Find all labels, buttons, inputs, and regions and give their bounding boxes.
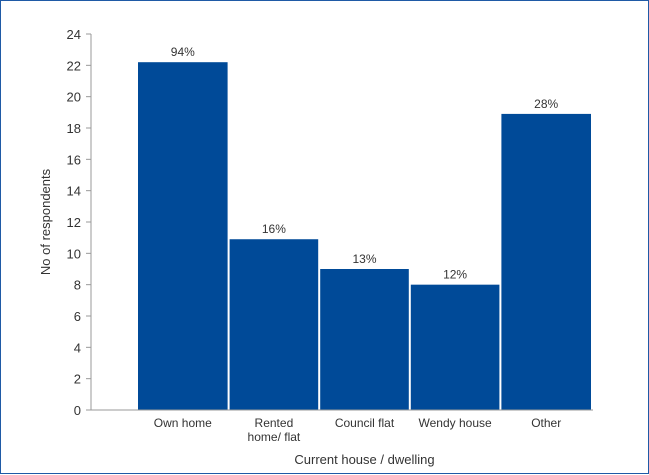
x-tick-label: Other — [531, 416, 561, 430]
x-tick-label-line: home/ flat — [248, 430, 301, 444]
x-tick-label: Wendy house — [419, 416, 492, 430]
y-tick-label: 8 — [74, 278, 81, 293]
bar-data-label: 16% — [262, 222, 286, 236]
y-tick-label: 12 — [67, 215, 81, 230]
y-tick-label: 10 — [67, 246, 81, 261]
x-axis: Own home Rented home/ flat Council flat Wend… — [91, 409, 593, 444]
y-tick-label: 20 — [67, 90, 81, 105]
y-tick-label: 14 — [67, 184, 81, 199]
y-tick-label: 18 — [67, 121, 81, 136]
y-tick-label: 22 — [67, 58, 81, 73]
bar — [320, 269, 409, 410]
y-tick-label: 6 — [74, 309, 81, 324]
bar-data-label: 12% — [443, 268, 467, 282]
y-axis-title: No of respondents — [38, 168, 53, 275]
x-tick-label-line: Council flat — [335, 416, 395, 430]
x-tick-label-line: Rented — [255, 416, 294, 430]
y-tick-label: 4 — [74, 340, 81, 355]
x-tick-label: Rented home/ flat — [248, 416, 301, 444]
bar-data-label: 13% — [352, 252, 376, 266]
bar — [501, 113, 591, 411]
y-tick-label: 0 — [74, 403, 81, 418]
y-tick-label: 24 — [67, 27, 81, 42]
x-tick-label-line: Other — [531, 416, 561, 430]
x-tick-label: Council flat — [335, 416, 395, 430]
x-tick-label-line: Wendy house — [419, 416, 492, 430]
x-tick-label: Own home — [154, 416, 212, 430]
bar-data-label: 94% — [171, 45, 195, 59]
x-tick-label-line: Own home — [154, 416, 212, 430]
bar — [229, 239, 319, 410]
bar — [138, 62, 228, 410]
bar-data-label: 28% — [534, 97, 558, 111]
bars: 94% 16% 13% 12% 28% — [138, 45, 591, 411]
y-tick-label: 2 — [74, 372, 81, 387]
y-tick-label: 16 — [67, 152, 81, 167]
bar — [410, 284, 500, 410]
x-axis-title: Current house / dwelling — [294, 452, 434, 467]
